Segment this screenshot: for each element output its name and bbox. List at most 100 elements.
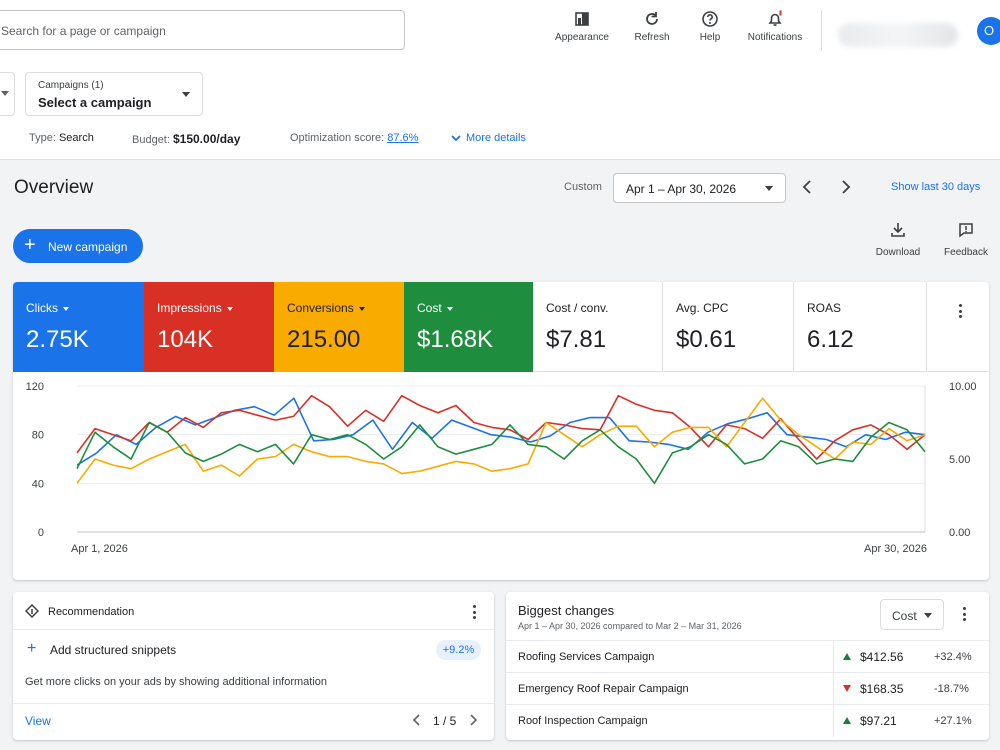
biggest-changes-title: Biggest changes: [518, 603, 615, 618]
y-left-tick-label: 120: [26, 381, 44, 393]
chevron-down-icon: [924, 613, 932, 618]
refresh-button[interactable]: Refresh: [617, 8, 687, 52]
metric-impressions-value: 104K: [157, 326, 214, 353]
metric-cost-value: $1.68K: [417, 326, 494, 353]
campaigns-count-label: Campaigns (1): [38, 80, 104, 91]
recommendation-title[interactable]: Add structured snippets: [50, 643, 177, 657]
table-row[interactable]: Roofing Services Campaign $412.56 +32.4%: [506, 640, 989, 673]
budget-value: $150.00/day: [172, 132, 241, 146]
metrics-menu-cell: [927, 282, 989, 372]
metric-roas[interactable]: ROAS 6.12: [794, 282, 927, 372]
table-row[interactable]: Emergency Roof Repair Campaign $168.35 -…: [506, 672, 989, 705]
optimization-score: Optimization score: 87.6%: [290, 132, 418, 144]
recommendation-header: Recommendation: [48, 606, 135, 618]
metric-avg-cpc-name: Avg. CPC: [676, 301, 729, 315]
metric-cost-name: Cost: [417, 301, 453, 315]
opt-label: Optimization score:: [290, 132, 385, 144]
metric-cost-per-conv[interactable]: Cost / conv. $7.81: [533, 282, 663, 372]
more-details-link[interactable]: More details: [450, 132, 526, 144]
metric-cost-label: Cost: [417, 301, 442, 315]
changes-metric-dropdown[interactable]: Cost: [880, 599, 944, 630]
arrow-up-icon: [843, 653, 851, 660]
metric-roas-value: 6.12: [807, 326, 854, 353]
chevron-down-icon: [765, 186, 773, 191]
plus-icon: +: [27, 640, 37, 657]
date-range-dropdown[interactable]: Apr 1 – Apr 30, 2026: [613, 173, 786, 203]
avatar[interactable]: O: [977, 17, 1000, 45]
more-vert-icon[interactable]: [957, 605, 973, 623]
change-percent: -18.7%: [934, 683, 969, 695]
help-button[interactable]: Help: [675, 8, 745, 52]
view-link[interactable]: View: [25, 714, 51, 728]
column-divider: [833, 641, 834, 673]
notifications-label: Notifications: [747, 32, 803, 43]
change-amount: $97.21: [860, 714, 897, 728]
campaign-selector[interactable]: Campaigns (1) Select a campaign: [25, 72, 203, 116]
top-bar: Search for a page or campaign Appearance…: [0, 0, 1000, 60]
type-label: Type:: [29, 132, 56, 144]
recommendation-card: Recommendation + Add structured snippets…: [13, 592, 494, 740]
feedback-label: Feedback: [944, 247, 988, 258]
metric-clicks[interactable]: Clicks 2.75K: [13, 282, 144, 372]
change-amount: $412.56: [860, 650, 904, 664]
campaign-name: Emergency Roof Repair Campaign: [518, 683, 689, 695]
custom-label: Custom: [564, 181, 602, 193]
more-vert-icon[interactable]: [467, 603, 483, 621]
table-row[interactable]: Roof Inspection Campaign $97.21 +27.1%: [506, 704, 989, 737]
refresh-label: Refresh: [634, 32, 670, 43]
more-vert-icon[interactable]: [953, 302, 969, 320]
series-line-0: [76, 397, 926, 466]
help-label: Help: [699, 32, 721, 43]
date-range-value: Apr 1 – Apr 30, 2026: [626, 182, 737, 196]
metric-impressions[interactable]: Impressions 104K: [144, 282, 274, 372]
appearance-button[interactable]: Appearance: [547, 8, 617, 52]
search-input[interactable]: Search for a page or campaign: [0, 10, 405, 50]
change-percent: +27.1%: [934, 715, 972, 727]
chevron-right-icon[interactable]: [467, 713, 479, 727]
next-period-icon[interactable]: [838, 177, 854, 197]
biggest-changes-card: Biggest changes Apr 1 – Apr 30, 2026 com…: [506, 592, 989, 740]
metric-conversions-label: Conversions: [287, 301, 354, 315]
metric-conversions-name: Conversions: [287, 301, 365, 315]
campaign-name: Roof Inspection Campaign: [518, 715, 648, 727]
metric-impressions-label: Impressions: [157, 301, 222, 315]
biggest-changes-subtitle: Apr 1 – Apr 30, 2026 compared to Mar 2 –…: [518, 621, 742, 631]
metric-cost-per-conv-value: $7.81: [546, 326, 607, 353]
changes-metric-value: Cost: [892, 609, 917, 623]
download-button[interactable]: Download: [868, 222, 928, 262]
feedback-icon: [959, 223, 973, 238]
metric-avg-cpc[interactable]: Avg. CPC $0.61: [663, 282, 794, 372]
recommendation-description: Get more clicks on your ads by showing a…: [25, 676, 328, 688]
y-left-tick-label: 80: [32, 430, 44, 442]
metric-clicks-name: Clicks: [26, 301, 69, 315]
series-line-3: [76, 421, 926, 485]
previous-period-icon[interactable]: [799, 177, 815, 197]
change-percent: +32.4%: [934, 651, 972, 663]
metric-clicks-label: Clicks: [26, 301, 58, 315]
metric-cost-per-conv-name: Cost / conv.: [546, 301, 609, 315]
performance-chart-card: Clicks 2.75K Impressions 104K Conversion…: [13, 282, 989, 580]
chevron-down-icon: [358, 306, 365, 311]
chevron-left-icon[interactable]: [411, 713, 423, 727]
change-amount: $168.35: [860, 682, 904, 696]
chevron-down-icon: [446, 306, 453, 311]
notifications-button[interactable]: Notifications: [740, 8, 810, 52]
chevron-down-icon: [226, 306, 233, 311]
toolbar-divider: [821, 10, 822, 50]
lightbulb-icon: [25, 604, 39, 619]
metric-cost[interactable]: Cost $1.68K: [404, 282, 533, 372]
new-campaign-button[interactable]: + New campaign: [13, 229, 143, 263]
more-details-label: More details: [466, 132, 526, 144]
arrow-up-icon: [843, 717, 851, 724]
new-campaign-label: New campaign: [48, 240, 128, 254]
show-last-30-days-link[interactable]: Show last 30 days: [891, 181, 981, 193]
metric-conversions[interactable]: Conversions 215.00: [274, 282, 404, 372]
feedback-button[interactable]: Feedback: [936, 222, 996, 262]
chevron-down-icon: [63, 306, 69, 311]
account-dropdown[interactable]: [0, 72, 15, 116]
y-right-tick-label: 0.00: [949, 527, 970, 539]
plus-icon: +: [24, 234, 36, 256]
series-line-1: [76, 394, 926, 460]
chevron-down-icon: [182, 92, 190, 97]
opt-score-link[interactable]: 87.6%: [387, 132, 419, 144]
